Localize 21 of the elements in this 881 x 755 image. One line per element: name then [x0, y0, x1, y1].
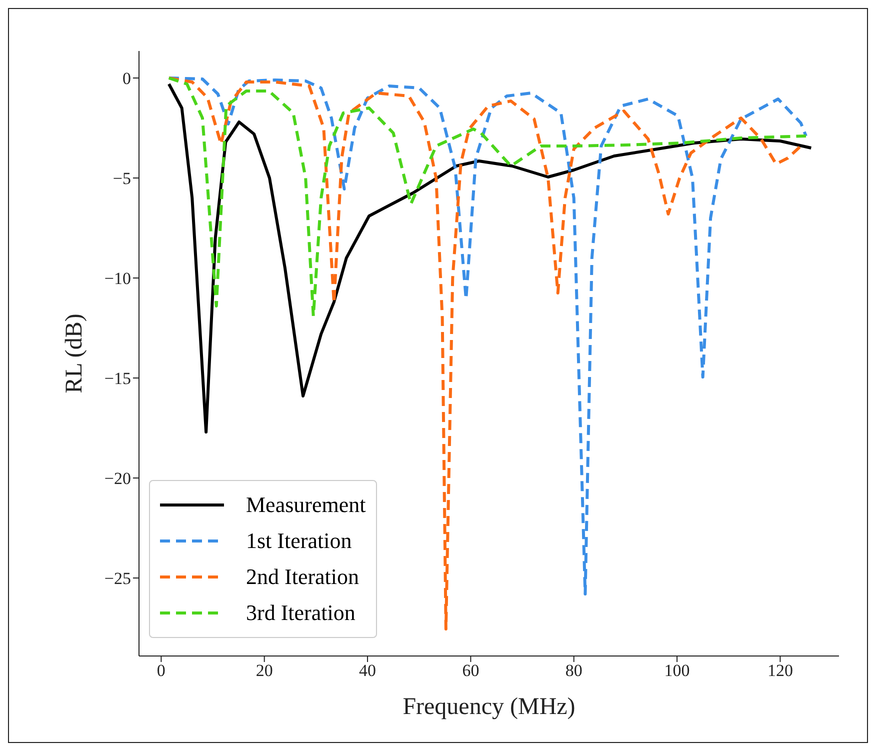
legend-label: Measurement: [246, 492, 366, 518]
y-tick-label: −5: [112, 169, 131, 188]
line-series: [167, 82, 813, 434]
x-tick-label: 20: [256, 661, 273, 680]
x-tick-label: 120: [767, 661, 793, 680]
y-tick-label: 0: [122, 69, 131, 88]
y-tick-label: −25: [104, 569, 131, 588]
legend-label: 3rd Iteration: [246, 600, 356, 626]
legend-label: 2nd Iteration: [246, 564, 360, 590]
legend-label: 1st Iteration: [246, 528, 352, 554]
x-tick-label: 40: [359, 661, 376, 680]
y-tick-label: −10: [104, 269, 131, 288]
x-tick-label: 100: [664, 661, 690, 680]
x-tick-label: 0: [156, 661, 166, 680]
y-tick-label: −15: [104, 369, 131, 388]
x-tick-label: 80: [565, 661, 582, 680]
x-tick-label: 60: [462, 661, 480, 680]
y-axis-title: RL (dB): [62, 314, 88, 394]
line-series: [167, 76, 808, 318]
y-tick-label: −20: [104, 469, 131, 488]
x-axis-title: Frequency (MHz): [402, 694, 576, 720]
